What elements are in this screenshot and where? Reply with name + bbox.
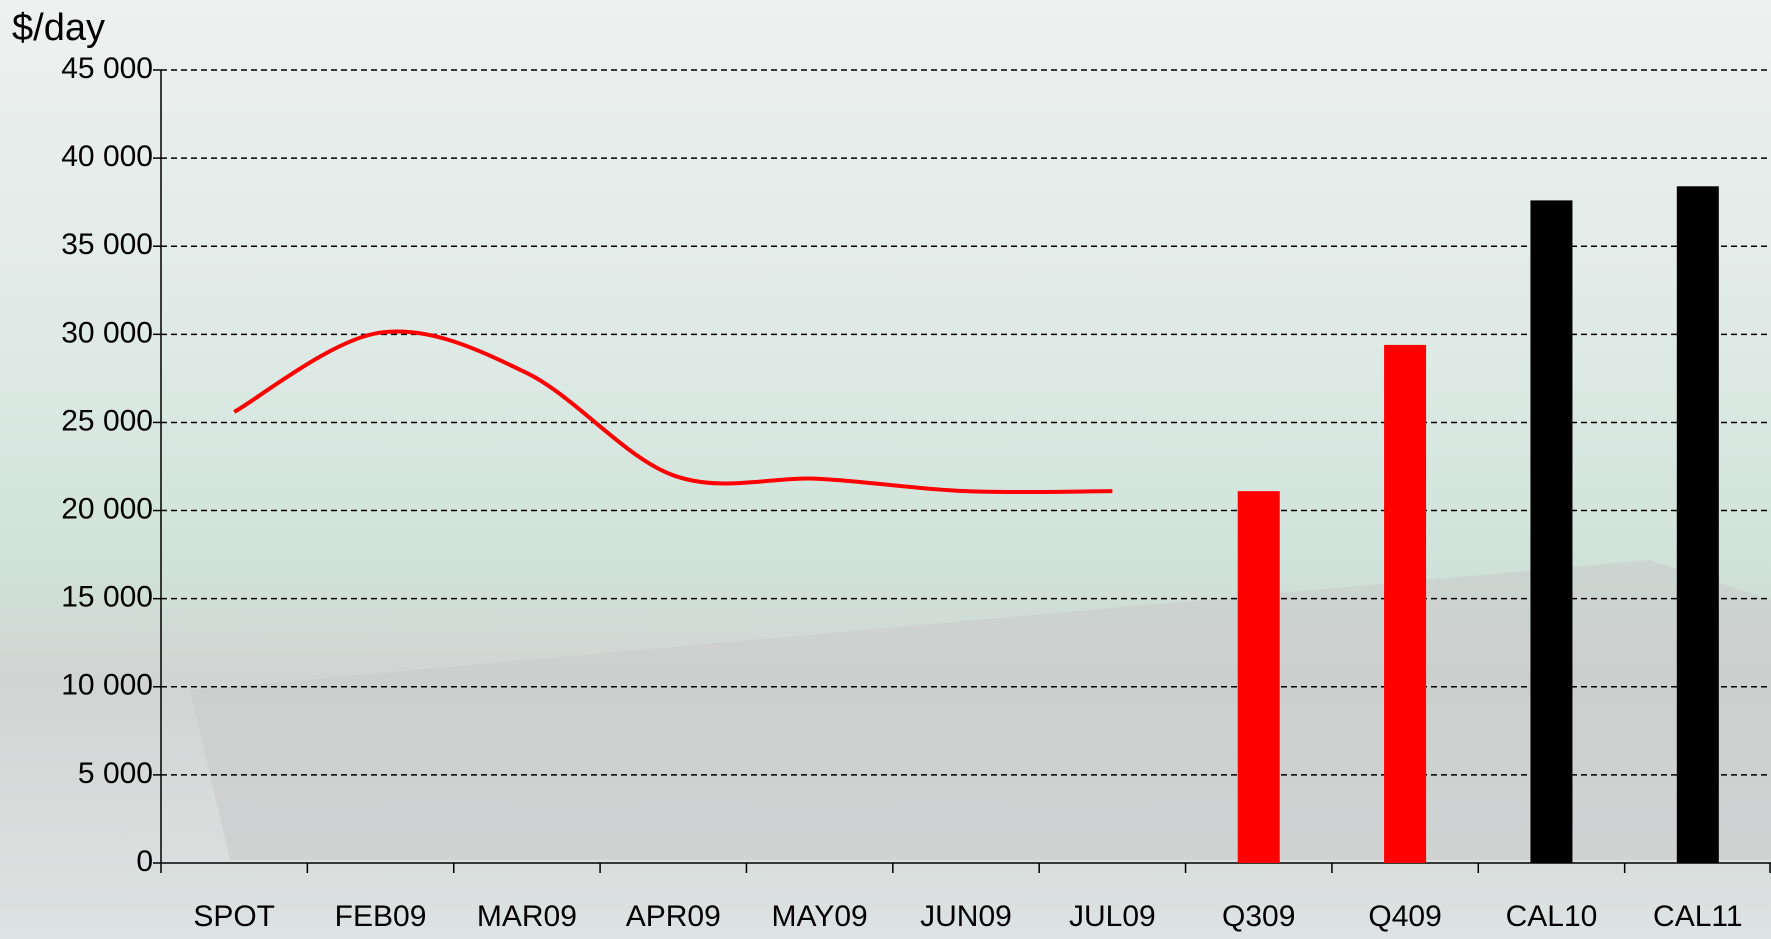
x-tick-label: FEB09 <box>335 900 427 933</box>
bar <box>1237 491 1280 863</box>
x-tick-label: APR09 <box>626 900 721 933</box>
y-tick-label: 30 000 <box>61 316 153 349</box>
x-tick-label: Q409 <box>1368 900 1441 933</box>
y-tick-label: 10 000 <box>61 669 153 702</box>
y-tick-label: 20 000 <box>61 492 153 525</box>
ship-hull <box>190 560 1771 860</box>
bar <box>1530 200 1573 864</box>
y-tick-label: 35 000 <box>61 228 153 261</box>
x-tick-label: JUL09 <box>1069 900 1156 933</box>
x-tick-label: CAL11 <box>1653 900 1743 933</box>
y-tick-label: 5 000 <box>78 757 153 790</box>
line <box>233 329 1113 495</box>
bar <box>1384 344 1427 863</box>
y-tick-label: 45 000 <box>61 52 153 85</box>
y-tick-label: 15 000 <box>61 581 153 614</box>
x-tick-label: Q309 <box>1222 900 1295 933</box>
bar <box>1676 186 1719 864</box>
x-tick-label: CAL10 <box>1506 900 1598 933</box>
y-tick-label: 40 000 <box>61 140 153 173</box>
x-tick-label: SPOT <box>193 900 275 933</box>
x-tick-label: MAR09 <box>477 900 577 933</box>
x-tick-label: JUN09 <box>920 900 1012 933</box>
x-tick-label: MAY09 <box>772 900 868 933</box>
y-tick-label: 25 000 <box>61 404 153 437</box>
y-axis-label: $/day <box>12 7 105 49</box>
y-tick-label: 0 <box>136 845 153 878</box>
